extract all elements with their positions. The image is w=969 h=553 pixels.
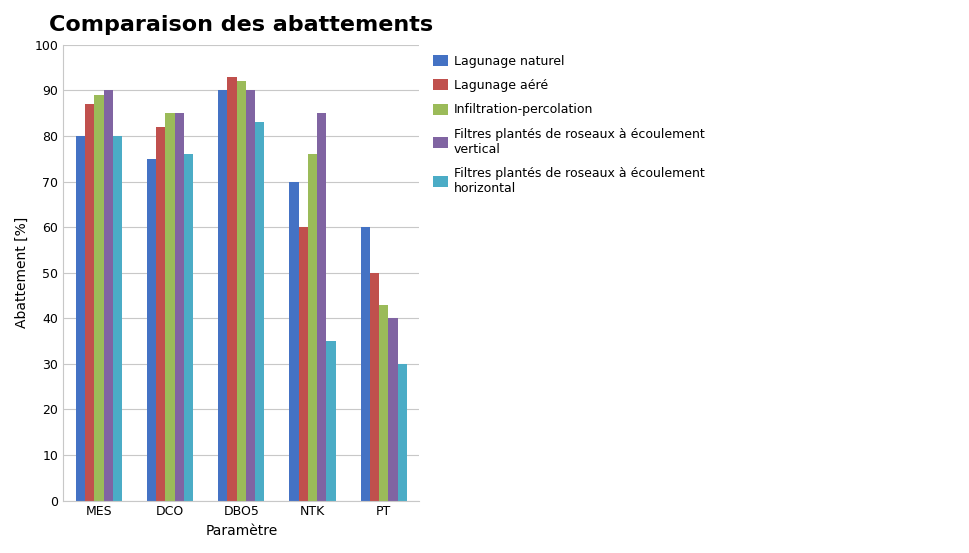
Bar [245, 91, 255, 500]
Bar [236, 81, 245, 500]
Bar [360, 227, 369, 500]
Bar [76, 136, 85, 500]
Bar [317, 113, 326, 500]
Bar [104, 91, 112, 500]
Bar [174, 113, 184, 500]
Bar [289, 181, 298, 500]
Bar [156, 127, 166, 500]
Bar [307, 154, 317, 500]
Bar [369, 273, 379, 500]
Y-axis label: Abattement [%]: Abattement [%] [15, 217, 29, 328]
Bar [326, 341, 335, 500]
Bar [218, 91, 227, 500]
Bar [397, 364, 406, 500]
Bar [379, 305, 388, 500]
Bar [227, 77, 236, 500]
Bar [388, 319, 397, 500]
Bar [112, 136, 122, 500]
X-axis label: Paramètre: Paramètre [204, 524, 277, 538]
Bar [255, 122, 265, 500]
Bar [146, 159, 156, 500]
Bar [94, 95, 104, 500]
Bar [298, 227, 307, 500]
Bar [184, 154, 193, 500]
Title: Comparaison des abattements: Comparaison des abattements [49, 15, 433, 35]
Legend: Lagunage naturel, Lagunage aéré, Infiltration-percolation, Filtres plantés de ro: Lagunage naturel, Lagunage aéré, Infiltr… [428, 51, 707, 199]
Bar [85, 104, 94, 500]
Bar [166, 113, 174, 500]
